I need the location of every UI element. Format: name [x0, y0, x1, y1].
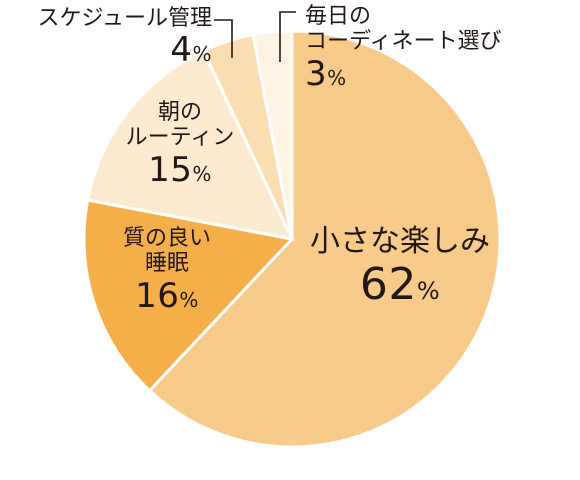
- label-schedule-name: スケジュール管理: [22, 6, 212, 31]
- label-routine-name-2: ルーティン: [100, 125, 260, 150]
- label-outfit-name-1: 毎日の: [305, 4, 575, 29]
- label-routine-name-1: 朝の: [100, 100, 260, 125]
- label-sleep: 質の良い 睡眠 16%: [92, 226, 242, 316]
- label-routine-value: 15%: [100, 151, 260, 190]
- label-routine: 朝の ルーティン 15%: [100, 100, 260, 190]
- label-outfit: 毎日の コーディネート選び 3%: [305, 4, 575, 94]
- label-outfit-name-2: コーディネート選び: [305, 29, 575, 54]
- label-schedule: スケジュール管理 4%: [22, 6, 212, 70]
- label-small-joy-name: 小さな楽しみ: [300, 225, 500, 260]
- label-schedule-value: 4%: [22, 31, 212, 70]
- label-sleep-value: 16%: [92, 277, 242, 316]
- label-small-joy-value: 62%: [300, 260, 500, 311]
- label-small-joy: 小さな楽しみ 62%: [300, 225, 500, 310]
- label-outfit-value: 3%: [305, 55, 575, 94]
- label-sleep-name-1: 質の良い: [92, 226, 242, 251]
- label-sleep-name-2: 睡眠: [92, 251, 242, 276]
